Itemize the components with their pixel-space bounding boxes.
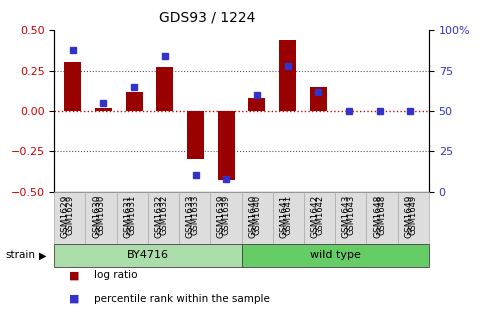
Bar (218, 111, 235, 180)
Text: GSM1630: GSM1630 (92, 195, 101, 238)
Text: log ratio: log ratio (94, 270, 137, 281)
Text: GSM1640: GSM1640 (253, 195, 262, 235)
Text: GSM1649: GSM1649 (409, 195, 418, 235)
Bar (248, 98, 265, 111)
Text: GSM1642: GSM1642 (315, 195, 324, 235)
Text: GSM1640: GSM1640 (248, 195, 257, 238)
Text: GSM1639: GSM1639 (217, 195, 226, 238)
Text: GSM1648: GSM1648 (378, 195, 387, 235)
Text: GSM1639: GSM1639 (221, 195, 230, 235)
Text: ■: ■ (69, 294, 79, 304)
Text: GSM1648: GSM1648 (373, 195, 382, 238)
Text: wild type: wild type (310, 250, 361, 260)
Bar (279, 40, 296, 111)
Text: GSM1632: GSM1632 (154, 195, 164, 238)
Text: GSM1641: GSM1641 (280, 195, 288, 238)
Text: BY4716: BY4716 (127, 250, 169, 260)
Text: GSM1643: GSM1643 (347, 195, 355, 235)
Text: GSM1642: GSM1642 (311, 195, 319, 238)
Text: GSM1641: GSM1641 (284, 195, 293, 235)
Bar (310, 87, 327, 111)
Text: GSM1629: GSM1629 (61, 195, 70, 238)
Text: GSM1633: GSM1633 (186, 195, 195, 238)
Bar (95, 108, 112, 111)
Text: GSM1633: GSM1633 (190, 195, 199, 235)
Text: GSM1649: GSM1649 (404, 195, 413, 238)
Text: GSM1632: GSM1632 (159, 195, 168, 235)
Text: GSM1629: GSM1629 (66, 195, 74, 235)
Text: strain: strain (5, 250, 35, 260)
Text: GSM1631: GSM1631 (123, 195, 132, 238)
Text: GSM1643: GSM1643 (342, 195, 351, 238)
Bar (156, 67, 173, 111)
Text: GSM1631: GSM1631 (128, 195, 137, 235)
Text: GSM1630: GSM1630 (97, 195, 106, 235)
Text: GDS93 / 1224: GDS93 / 1224 (159, 10, 255, 24)
Text: ■: ■ (69, 270, 79, 281)
Bar (64, 62, 81, 111)
Text: ▶: ▶ (39, 250, 47, 260)
Bar (126, 91, 142, 111)
Text: percentile rank within the sample: percentile rank within the sample (94, 294, 270, 304)
Bar (187, 111, 204, 159)
